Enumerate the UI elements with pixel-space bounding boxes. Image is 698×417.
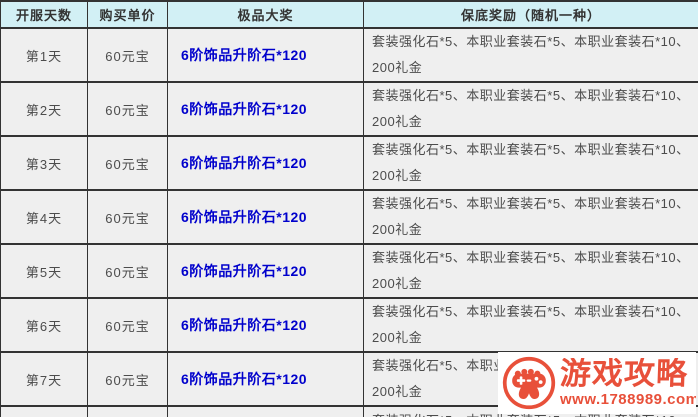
cell-guaranteed: 套装强化石*5、本职业套装石*5、本职业套装石*10、 200礼金 bbox=[363, 243, 698, 298]
cell-prize: 6阶饰品升阶石*120 bbox=[167, 243, 364, 298]
gamepad-icon bbox=[501, 355, 557, 411]
table-header: 开服天数 购买单价 极品大奖 保底奖励（随机一种） bbox=[0, 0, 698, 28]
watermark: 游戏攻略 www.1788989.com bbox=[498, 352, 696, 414]
header-price: 购买单价 bbox=[87, 0, 168, 28]
cell-day: 第5天 bbox=[0, 243, 88, 298]
cell-day: 第4天 bbox=[0, 189, 88, 244]
cell-day: 第6天 bbox=[0, 297, 88, 352]
cell-guaranteed: 套装强化石*5、本职业套装石*5、本职业套装石*10、 200礼金 bbox=[363, 135, 698, 190]
cell-prize: 6阶饰品升阶石*120 bbox=[167, 135, 364, 190]
guaranteed-line2: 200礼金 bbox=[372, 168, 423, 183]
cell-day: 第1天 bbox=[0, 27, 88, 82]
table-body: 第1天 60元宝 6阶饰品升阶石*120 套装强化石*5、本职业套装石*5、本职… bbox=[0, 27, 698, 417]
cell-guaranteed: 套装强化石*5、本职业套装石*5、本职业套装石*10、 200礼金 bbox=[363, 297, 698, 352]
table-row: 第6天 60元宝 6阶饰品升阶石*120 套装强化石*5、本职业套装石*5、本职… bbox=[0, 297, 698, 352]
cell-price: 60元宝 bbox=[87, 135, 168, 190]
guaranteed-line2: 200礼金 bbox=[372, 222, 423, 237]
cell-price: 60元宝 bbox=[87, 243, 168, 298]
guaranteed-line2: 200礼金 bbox=[372, 114, 423, 129]
table-row: 第2天 60元宝 6阶饰品升阶石*120 套装强化石*5、本职业套装石*5、本职… bbox=[0, 81, 698, 136]
table-row: 第4天 60元宝 6阶饰品升阶石*120 套装强化石*5、本职业套装石*5、本职… bbox=[0, 189, 698, 244]
guaranteed-line2: 200礼金 bbox=[372, 60, 423, 75]
guaranteed-line2: 200礼金 bbox=[372, 330, 423, 345]
cell-price: 60元宝 bbox=[87, 351, 168, 406]
cell-day: 第2天 bbox=[0, 81, 88, 136]
cell-day: 第7天 bbox=[0, 351, 88, 406]
cell-day: 第8天 bbox=[0, 405, 88, 417]
guaranteed-line1: 套装强化石*5、本职业套装石*5、本职业套装石*10、 bbox=[372, 142, 690, 157]
cell-prize: 6阶饰品升阶石*120 bbox=[167, 189, 364, 244]
cell-day: 第3天 bbox=[0, 135, 88, 190]
cell-price: 60元宝 bbox=[87, 27, 168, 82]
guaranteed-line1: 套装强化石*5、本职业套装石*5、本职业套装石*10、 bbox=[372, 34, 690, 49]
cell-price: 60元宝 bbox=[87, 81, 168, 136]
table-row: 第5天 60元宝 6阶饰品升阶石*120 套装强化石*5、本职业套装石*5、本职… bbox=[0, 243, 698, 298]
cell-prize: 6阶饰品升阶石*120 bbox=[167, 405, 364, 417]
guaranteed-line1: 套装强化石*5、本职业套装石*5、本职业套装石*10、 bbox=[372, 88, 690, 103]
cell-guaranteed: 套装强化石*5、本职业套装石*5、本职业套装石*10、 200礼金 bbox=[363, 189, 698, 244]
cell-price: 60元宝 bbox=[87, 189, 168, 244]
table-row: 第3天 60元宝 6阶饰品升阶石*120 套装强化石*5、本职业套装石*5、本职… bbox=[0, 135, 698, 190]
cell-prize: 6阶饰品升阶石*120 bbox=[167, 351, 364, 406]
guaranteed-line1: 套装强化石*5、本职业套装石*5、本职业套装石*10、 bbox=[372, 304, 690, 319]
header-days: 开服天数 bbox=[0, 0, 88, 28]
guaranteed-line2: 200礼金 bbox=[372, 276, 423, 291]
watermark-title: 游戏攻略 bbox=[560, 357, 689, 392]
cell-prize: 6阶饰品升阶石*120 bbox=[167, 297, 364, 352]
table-row: 第1天 60元宝 6阶饰品升阶石*120 套装强化石*5、本职业套装石*5、本职… bbox=[0, 27, 698, 82]
cell-prize: 6阶饰品升阶石*120 bbox=[167, 27, 364, 82]
cell-price: 60元宝 bbox=[87, 297, 168, 352]
cell-guaranteed: 套装强化石*5、本职业套装石*5、本职业套装石*10、 200礼金 bbox=[363, 81, 698, 136]
header-guaranteed: 保底奖励（随机一种） bbox=[363, 0, 698, 28]
cell-price: 60元宝 bbox=[87, 405, 168, 417]
cell-prize: 6阶饰品升阶石*120 bbox=[167, 81, 364, 136]
guaranteed-line1: 套装强化石*5、本职业套装石*5、本职业套装石*10、 bbox=[372, 250, 690, 265]
guaranteed-line1: 套装强化石*5、本职业套装石*5、本职业套装石*10、 bbox=[372, 196, 690, 211]
cell-guaranteed: 套装强化石*5、本职业套装石*5、本职业套装石*10、 200礼金 bbox=[363, 27, 698, 82]
watermark-text: 游戏攻略 www.1788989.com bbox=[560, 358, 696, 408]
guaranteed-line1: 套装强化石*5、本职业套装石*5、本职业套装石*10、 bbox=[372, 408, 690, 417]
header-prize: 极品大奖 bbox=[167, 0, 364, 28]
header-row: 开服天数 购买单价 极品大奖 保底奖励（随机一种） bbox=[0, 0, 698, 28]
guaranteed-line2: 200礼金 bbox=[372, 384, 423, 399]
watermark-url: www.1788989.com bbox=[560, 390, 696, 408]
